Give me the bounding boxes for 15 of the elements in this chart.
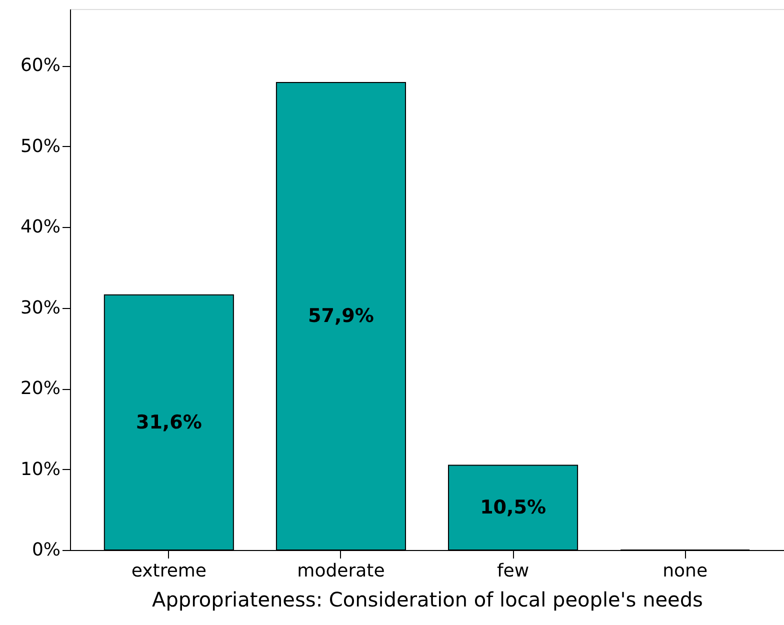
y-tick-label: 60% — [20, 55, 60, 76]
data-label: 57,9% — [308, 305, 374, 328]
y-tick-label: 20% — [20, 378, 60, 400]
x-tick-label: few — [496, 560, 530, 582]
y-tick-label: 50% — [20, 136, 60, 157]
y-tick-label: 0% — [32, 540, 60, 560]
data-label: 10,5% — [480, 496, 546, 519]
x-axis-title: Appropriateness: Consideration of local people's needs — [152, 588, 703, 612]
y-tick-label: 30% — [20, 297, 60, 318]
x-tick-label: moderate — [297, 560, 385, 582]
data-label: 31,6% — [136, 411, 202, 434]
y-tick-label: 40% — [20, 216, 60, 238]
x-tick-label: extreme — [131, 560, 207, 582]
x-tick-label: none — [662, 560, 708, 582]
y-tick-label: 10% — [20, 458, 60, 480]
